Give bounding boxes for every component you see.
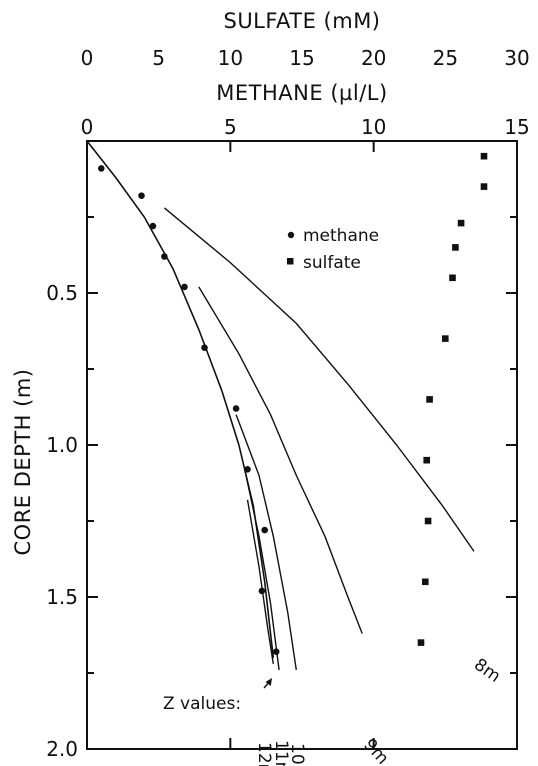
sulfate-point [423, 456, 430, 464]
sulfate-tick-labels: 0 5 10 15 20 25 30 [81, 46, 530, 70]
methane-point [181, 283, 188, 291]
sulfate-tick-label: 25 [433, 46, 458, 70]
sulfate-point [442, 335, 449, 342]
methane-point [272, 648, 280, 655]
model-curve-12m [246, 499, 274, 665]
z-arrow [263, 678, 272, 689]
methane-axis-title: METHANE (µl/L) [216, 81, 387, 105]
methane-point [149, 222, 157, 230]
fit-curve-layer [86, 140, 275, 658]
sulfate-tick-label: 30 [504, 46, 529, 70]
sulfate-point [480, 152, 488, 160]
depth-tick-labels: 0.5 1.0 1.5 2.0 [46, 281, 78, 761]
model-curve-11m [244, 469, 280, 671]
depth-tick-label: 2.0 [46, 737, 78, 761]
methane-point [161, 253, 168, 260]
methane-point [244, 466, 251, 473]
methane-point [138, 192, 145, 199]
methane-point [98, 165, 105, 172]
curve-label-12m: 12m [254, 742, 274, 766]
sulfate-point [452, 244, 459, 251]
methane-point [201, 344, 208, 352]
depth-tick-label: 1.0 [46, 433, 78, 457]
depth-tick-label: 0.5 [46, 281, 78, 305]
sulfate-point [480, 183, 488, 190]
legend-sulfate-label: sulfate [303, 253, 361, 273]
z-values-annotation: Z values: [163, 694, 241, 714]
methane-tick-labels: 0 5 10 15 [81, 115, 530, 139]
legend-methane-marker [287, 231, 295, 239]
sulfate-point [424, 517, 432, 525]
sulfate-point [449, 274, 456, 282]
depth-axis-title: CORE DEPTH (m) [11, 369, 35, 556]
methane-tick-label: 5 [224, 115, 237, 139]
axis-tick-marks [87, 141, 517, 749]
curve-label-11m: 11m [271, 740, 291, 766]
methane-fit-curve [86, 140, 275, 658]
model-curves-layer [163, 207, 475, 671]
depth-tick-label: 1.5 [46, 585, 78, 609]
plot-frame [86, 140, 518, 750]
legend: methane sulfate [287, 226, 379, 273]
methane-tick-label: 10 [361, 115, 386, 139]
sulfate-point [457, 219, 465, 227]
methane-point [232, 405, 240, 412]
sulfate-axis-title: SULFATE (mM) [223, 9, 380, 33]
methane-tick-label: 0 [81, 115, 94, 139]
model-curve-8m [163, 207, 475, 552]
curve-label-10m: 10m [287, 743, 307, 766]
methane-point [261, 526, 269, 534]
methane-tick-label: 15 [504, 115, 529, 139]
legend-sulfate-marker [287, 258, 294, 265]
legend-methane-label: methane [303, 226, 379, 246]
sulfate-tick-label: 10 [218, 46, 243, 70]
sulfate-point [426, 396, 433, 403]
sulfate-point [417, 639, 425, 646]
sulfate-point [422, 578, 429, 586]
methane-point [258, 587, 266, 595]
sulfate-tick-label: 5 [152, 46, 165, 70]
data-points-layer [98, 152, 488, 655]
model-curve-10m [235, 414, 297, 671]
model-curve-9m [198, 286, 363, 634]
curve-label-9m: 9m [359, 735, 392, 766]
sulfate-tick-label: 0 [81, 46, 94, 70]
sulfate-tick-label: 15 [289, 46, 314, 70]
curve-label-8m: 8m [470, 655, 504, 687]
sulfate-tick-label: 20 [361, 46, 386, 70]
